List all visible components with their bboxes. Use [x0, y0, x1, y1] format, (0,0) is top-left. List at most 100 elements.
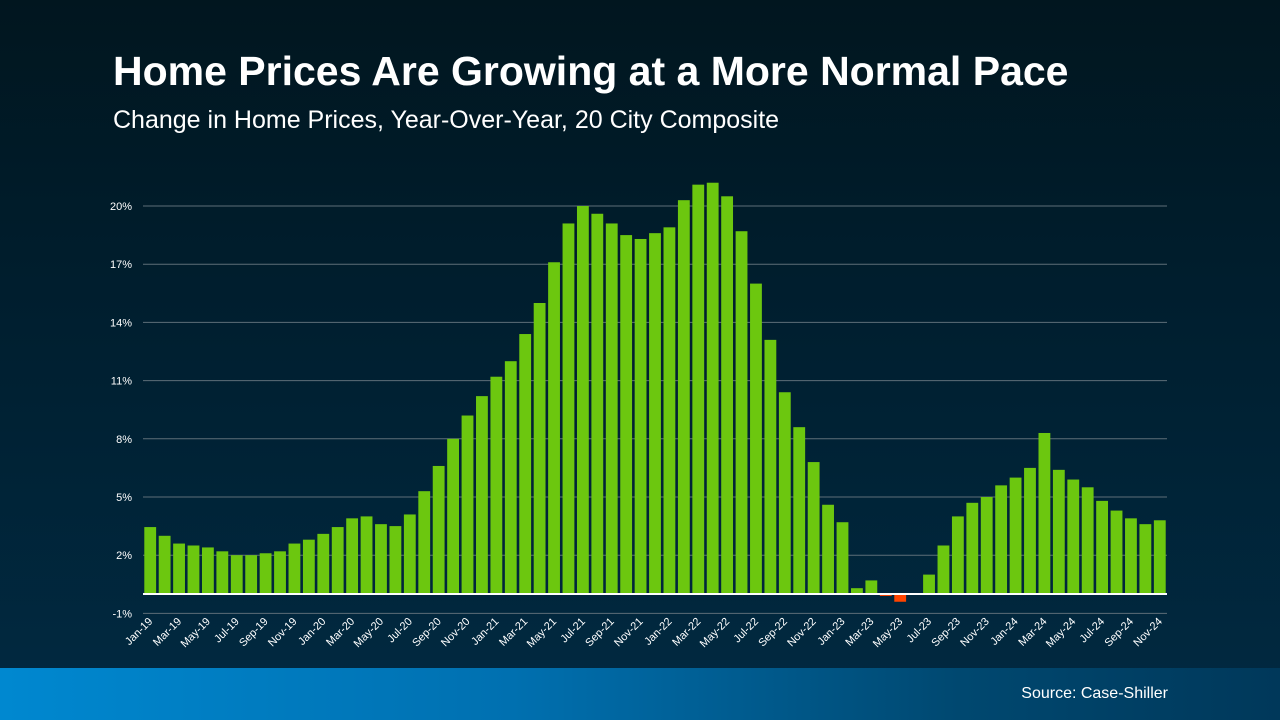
bar	[649, 233, 661, 594]
bar	[721, 196, 734, 595]
bar	[1110, 510, 1123, 594]
bar	[158, 535, 171, 594]
bar	[360, 516, 373, 594]
bar	[274, 551, 286, 594]
bar	[836, 522, 849, 594]
bar	[216, 551, 229, 594]
x-tick-label: Mar-20	[324, 616, 357, 649]
bar	[548, 262, 560, 594]
bar	[923, 574, 935, 594]
y-tick-label: 17%	[110, 259, 132, 271]
x-tick-label: Jan-20	[296, 616, 328, 648]
bar	[576, 206, 589, 594]
bar	[173, 543, 185, 594]
bar	[1153, 520, 1166, 594]
x-tick-label: Jan-21	[469, 616, 501, 648]
x-tick-label: Mar-21	[497, 616, 530, 649]
bar	[822, 504, 834, 594]
bar	[750, 283, 762, 594]
x-tick-label: May-21	[525, 616, 559, 650]
bar	[951, 516, 964, 594]
bar	[144, 527, 157, 594]
y-tick-label: -1%	[112, 608, 132, 620]
bar	[966, 502, 979, 594]
y-tick-label: 5%	[116, 492, 132, 504]
bar	[331, 527, 344, 594]
bar	[346, 518, 359, 594]
x-tick-label: Jan-24	[988, 616, 1020, 648]
bar	[230, 555, 243, 594]
x-tick-label: May-19	[179, 616, 213, 650]
bar	[634, 238, 647, 595]
bar	[201, 547, 214, 594]
bar	[418, 491, 431, 594]
x-tick-label: Nov-24	[1131, 616, 1165, 650]
bar	[389, 526, 402, 594]
bar	[591, 213, 604, 594]
bar	[663, 227, 676, 594]
bar	[807, 462, 820, 594]
bar	[995, 485, 1008, 594]
bar	[259, 553, 272, 594]
x-tick-label: Mar-24	[1016, 616, 1049, 649]
bar	[461, 415, 474, 594]
y-tick-label: 2%	[116, 550, 132, 562]
bar	[187, 545, 200, 594]
bar	[302, 539, 315, 594]
bar	[706, 182, 719, 594]
bar	[288, 543, 301, 594]
x-tick-label: Nov-23	[958, 616, 992, 650]
bar	[245, 555, 258, 594]
x-tick-label: Nov-19	[266, 616, 300, 650]
x-tick-label: Mar-23	[843, 616, 876, 649]
bar	[894, 594, 907, 602]
bar	[980, 497, 993, 594]
bar	[1038, 432, 1051, 594]
bar	[562, 223, 575, 594]
bar	[764, 339, 777, 594]
y-tick-label: 14%	[110, 317, 132, 329]
bar	[447, 438, 459, 594]
x-tick-label: Jan-23	[815, 616, 847, 648]
bar	[937, 545, 950, 594]
x-tick-label: May-24	[1044, 616, 1078, 650]
x-tick-label: Sep-24	[1102, 616, 1136, 650]
bar	[403, 514, 416, 594]
y-tick-label: 8%	[116, 434, 132, 446]
x-tick-label: May-20	[352, 616, 386, 650]
bar	[677, 200, 690, 594]
bar	[490, 376, 503, 594]
bar	[1067, 479, 1080, 594]
bar	[519, 334, 532, 594]
source-label: Source: Case-Shiller	[1021, 685, 1168, 702]
bar	[1125, 518, 1137, 594]
footer-bar: Source: Case-Shiller	[0, 668, 1280, 720]
bar	[1009, 477, 1022, 594]
x-tick-label: May-22	[698, 616, 732, 650]
bar	[1081, 487, 1094, 594]
x-tick-label: Sep-20	[410, 616, 444, 650]
x-tick-label: Mar-22	[670, 616, 703, 649]
bar	[504, 361, 517, 594]
x-tick-label: Sep-23	[929, 616, 963, 650]
bar	[317, 533, 330, 594]
x-tick-label: Sep-19	[237, 616, 271, 650]
x-tick-label: Nov-21	[612, 616, 646, 650]
x-tick-label: Sep-21	[583, 616, 617, 650]
bar	[476, 396, 488, 594]
x-tick-label: Nov-20	[439, 616, 473, 650]
bar	[1096, 500, 1109, 594]
bar	[735, 231, 748, 594]
x-tick-label: Mar-19	[151, 616, 184, 649]
chart-subtitle: Change in Home Prices, Year-Over-Year, 2…	[113, 106, 780, 134]
x-tick-label: Jan-22	[642, 616, 674, 648]
bar	[375, 524, 387, 594]
bar	[1052, 469, 1065, 594]
bar	[692, 184, 705, 594]
bar	[533, 303, 546, 594]
bar	[865, 580, 878, 594]
chart-title: Home Prices Are Growing at a More Normal…	[113, 48, 1069, 94]
y-tick-label: 11%	[111, 376, 132, 388]
bar	[778, 392, 791, 594]
